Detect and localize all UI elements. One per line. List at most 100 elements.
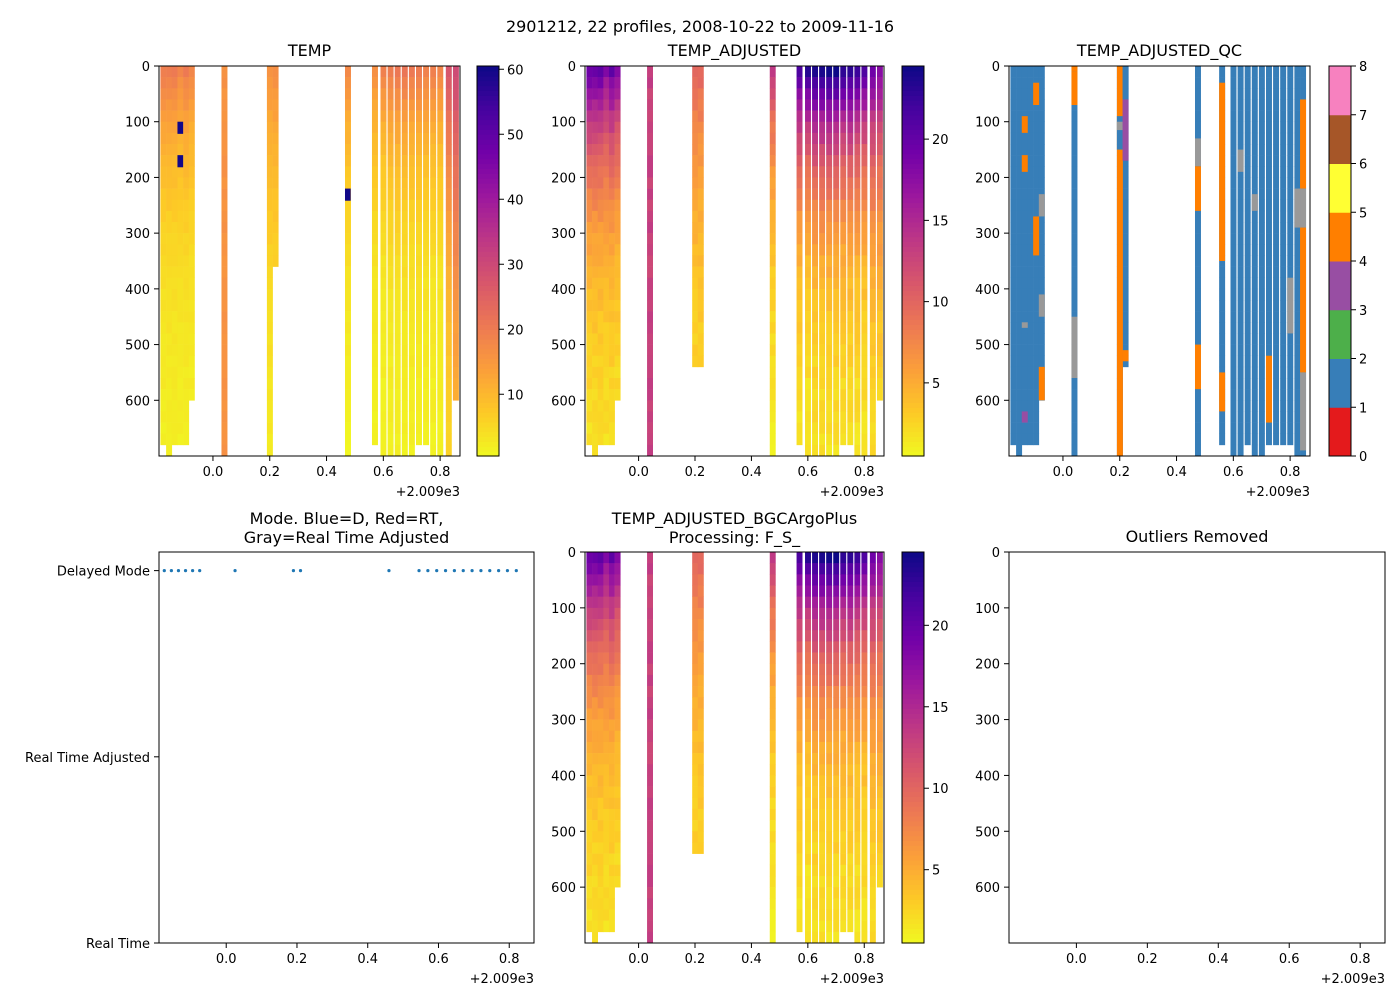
temp-bgc-cell [592, 808, 598, 821]
temp-adjusted-qc-cell [1294, 110, 1301, 123]
temp-bgc-cell [647, 741, 653, 754]
temp-adjusted-qc-cell [1219, 311, 1226, 323]
temp-adjusted-cell [614, 144, 621, 156]
temp-adjusted-qc-cell [1016, 366, 1023, 379]
temp-bgc-heatmap-cells [586, 552, 883, 944]
temp-adjusted-cell [603, 433, 610, 446]
temp-adjusted-qc-cell [1244, 378, 1251, 390]
temp-adjusted-cell [592, 233, 598, 245]
temp-adjusted-cell [876, 121, 883, 134]
temp-adjusted-qc-cell [1230, 311, 1237, 323]
temp-cell [380, 88, 387, 100]
temp-cell [437, 288, 444, 301]
temp-bgc-cell [854, 831, 861, 843]
temp-adjusted-qc-cell [1038, 322, 1045, 334]
temp-adjusted-cell [603, 77, 610, 89]
temp-adjusted-qc-axes-frame [1008, 65, 1311, 457]
temp-adjusted-cell [861, 355, 868, 368]
temp-adjusted-cell [876, 132, 883, 145]
temp-cell [221, 210, 228, 223]
temp-cell [371, 288, 378, 301]
temp-cell [171, 99, 178, 111]
temp-colorbar-band [477, 95, 499, 101]
temp-adjusted-colorbar-frame [901, 65, 925, 457]
temp-bgc-cell [812, 797, 819, 810]
temp-cell [183, 411, 190, 423]
temp-cell [171, 121, 178, 134]
temp-adjusted-qc-cell [1287, 66, 1294, 78]
temp-adjusted-cell [614, 288, 621, 301]
temp-adjusted-cell [826, 433, 833, 446]
temp-bgc-cell [796, 786, 803, 799]
temp-adjusted-cell [692, 166, 699, 178]
temp-cell [452, 132, 459, 145]
temp-adjusted-cell [697, 322, 704, 334]
temp-adjusted-qc-cell [1294, 322, 1301, 334]
temp-bgc-cell [592, 719, 598, 732]
temp-bgc-cell [692, 730, 699, 743]
temp-adjusted-qc-cell [1194, 444, 1201, 457]
temp-adjusted-cell [592, 277, 598, 290]
temp-bgc-cell [869, 931, 876, 944]
temp-cell [272, 144, 279, 156]
temp-cell [401, 244, 408, 256]
temp-cell [371, 311, 378, 323]
temp-cell [177, 99, 184, 111]
temp-adjusted-cell [826, 199, 833, 212]
temp-adjusted-qc-cell [1280, 277, 1287, 290]
temp-cell [160, 288, 167, 301]
temp-bgc-colorbar-band [902, 757, 924, 763]
temp-bgc-cell [812, 585, 819, 597]
temp-cell [266, 255, 273, 267]
temp-adjusted-cell [812, 77, 819, 89]
temp-adjusted-qc-colorbar-band [1329, 261, 1351, 311]
temp-bgc-colorbar-band [902, 918, 924, 925]
mode-point [162, 569, 166, 573]
temp-adjusted-qc-cell [1294, 355, 1301, 368]
temp-bgc-cell [647, 853, 653, 866]
temp-adjusted-qc-cell [1194, 244, 1201, 256]
temp-cell [221, 378, 228, 390]
temp-bgc-cell [826, 552, 833, 564]
temp-adjusted-cell [840, 389, 847, 401]
temp-bgc-cell [854, 719, 861, 732]
temp-cell [387, 378, 394, 390]
temp-adjusted-colorbar-band [902, 197, 924, 204]
temp-adjusted-qc-cell [1294, 244, 1301, 256]
temp-adjusted-cell [586, 266, 593, 279]
temp-adjusted-cell [769, 444, 776, 457]
temp-cell [415, 300, 422, 312]
temp-adjusted-qc-cell [1194, 233, 1201, 245]
temp-bgc-cell [826, 741, 833, 754]
temp-adjusted-cell [833, 99, 840, 111]
temp-adjusted-cell [592, 144, 598, 156]
temp-adjusted-qc-cell [1230, 433, 1237, 446]
temp-cell [344, 233, 351, 245]
temp-adjusted-cell [869, 378, 876, 390]
temp-cell [266, 244, 273, 256]
temp-bgc-cell [805, 663, 811, 676]
temp-adjusted-cell [819, 255, 826, 267]
temp-adjusted-cell [847, 411, 854, 423]
temp-cell [394, 233, 401, 245]
temp-adjusted-qc-cell [1021, 422, 1028, 435]
temp-adjusted-qc-qc-flag-cell [1116, 116, 1123, 150]
temp-cell [437, 366, 444, 379]
temp-adjusted-cell [608, 188, 615, 201]
temp-bgc-cell [603, 898, 610, 910]
temp-adjusted-cell [614, 311, 621, 323]
temp-adjusted-qc-cell [1219, 66, 1226, 78]
temp-adjusted-qc-cell [1033, 333, 1040, 345]
temp-bgc-cell [869, 875, 876, 888]
temp-adjusted-qc-cell [1027, 366, 1034, 379]
temp-bgc-cell [603, 887, 610, 899]
temp-adjusted-cell [647, 166, 653, 178]
temp-bgc-cell [812, 887, 819, 899]
temp-bgc-cell [692, 741, 699, 754]
temp-bgc-cell [597, 920, 604, 933]
temp-colorbar-band [477, 309, 499, 316]
temp-adjusted-cell [697, 110, 704, 123]
temp-bgc-cell [876, 686, 883, 698]
temp-cell [452, 333, 459, 345]
temp-adjusted-cell [697, 266, 704, 279]
